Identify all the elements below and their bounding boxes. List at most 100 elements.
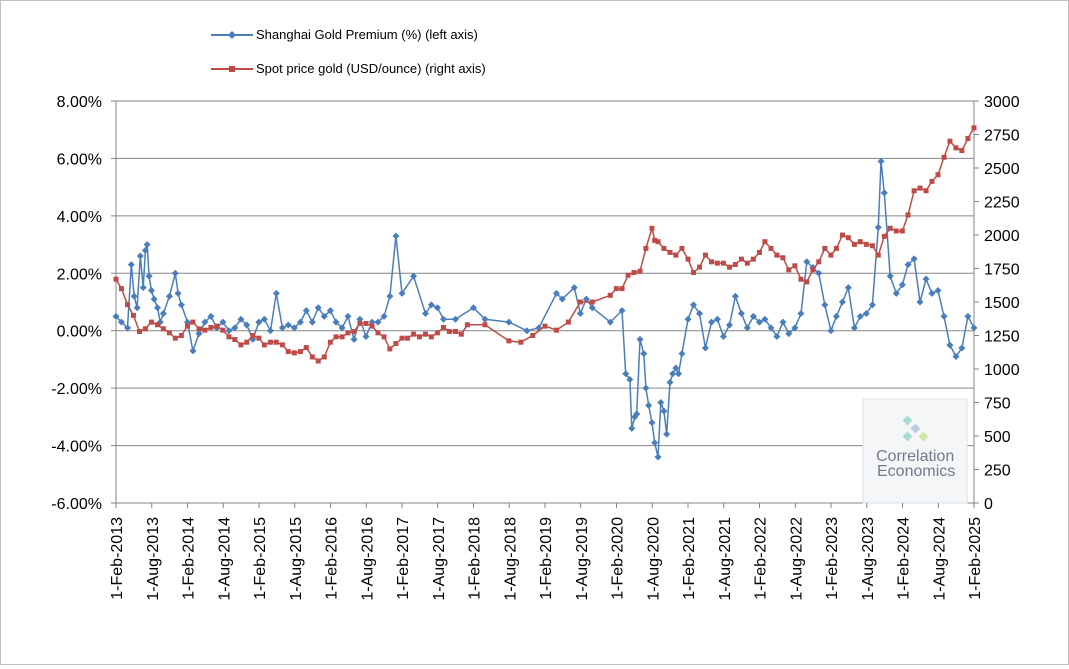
data-point (421, 309, 429, 317)
data-point (619, 286, 625, 292)
data-point (714, 260, 720, 266)
data-point (332, 318, 340, 326)
watermark-line2: Economics (877, 463, 955, 480)
data-point (434, 330, 440, 336)
data-point (166, 330, 172, 336)
data-point (404, 335, 410, 341)
data-point (952, 353, 960, 361)
data-point (880, 189, 888, 197)
data-point (731, 292, 739, 300)
x-tick-label: 1-Aug-2013 (145, 517, 162, 601)
data-point (147, 287, 155, 295)
legend: Shanghai Gold Premium (%) (left axis) Sp… (211, 27, 486, 76)
x-tick-label: 1-Aug-2022 (788, 517, 805, 601)
x-tick-label: 1-Aug-2014 (216, 517, 233, 601)
data-point (922, 275, 930, 283)
right-axis-ticks: 0 250 500 750 1000 1250 1500 1750 2000 2250 2500 27… (974, 94, 1020, 513)
data-point (869, 243, 875, 249)
data-point (553, 327, 559, 333)
right-tick-label: 3000 (984, 94, 1020, 111)
data-point (756, 249, 762, 255)
data-point (357, 320, 363, 326)
data-point (145, 272, 153, 280)
data-point (285, 349, 291, 355)
left-tick-label: -6.00% (51, 496, 102, 513)
data-point (648, 419, 656, 427)
data-point (523, 327, 531, 335)
x-tick-label: 1-Feb-2021 (681, 517, 698, 600)
data-point (238, 342, 244, 348)
data-point (190, 319, 196, 325)
data-point (625, 272, 631, 278)
data-point (518, 339, 524, 345)
data-point (636, 335, 644, 343)
data-point (196, 326, 202, 332)
data-point (652, 237, 658, 243)
data-point (232, 337, 238, 343)
data-point (643, 245, 649, 251)
data-point (172, 335, 178, 341)
data-point (929, 178, 935, 184)
data-point (267, 339, 273, 345)
data-point (452, 328, 458, 334)
data-point (565, 319, 571, 325)
data-point (917, 185, 923, 191)
data-point (863, 241, 869, 247)
data-point (633, 410, 641, 418)
data-point (433, 304, 441, 312)
watermark: Correlation Economics (862, 398, 968, 504)
data-point (321, 354, 327, 360)
x-tick-label: 1-Feb-2017 (395, 517, 412, 600)
data-point (127, 261, 135, 269)
data-point (327, 339, 333, 345)
data-point (850, 324, 858, 332)
data-point (679, 245, 685, 251)
data-point (374, 318, 382, 326)
data-point (446, 328, 452, 334)
data-point (744, 260, 750, 266)
data-point (898, 281, 906, 289)
data-point (761, 315, 769, 323)
data-point (816, 259, 822, 265)
x-tick-label: 1-Aug-2024 (931, 517, 948, 601)
data-point (768, 245, 774, 251)
data-point (726, 321, 734, 329)
data-point (530, 333, 536, 338)
data-point (928, 289, 936, 297)
data-point (720, 260, 726, 266)
data-point (666, 378, 674, 386)
data-point (657, 399, 665, 406)
right-tick-label: 2500 (984, 161, 1020, 178)
x-tick-label: 1-Feb-2013 (109, 517, 126, 600)
data-point (844, 284, 852, 292)
data-point (755, 318, 763, 326)
x-tick-label: 1-Aug-2017 (431, 517, 448, 601)
x-tick-label: 1-Aug-2020 (645, 517, 662, 601)
data-point (410, 272, 418, 280)
data-point (887, 225, 893, 231)
series (112, 125, 978, 461)
right-tick-label: 750 (984, 396, 1011, 413)
data-point (302, 307, 310, 315)
data-point (464, 322, 470, 328)
data-point (875, 252, 881, 258)
data-point (558, 295, 566, 303)
data-point (256, 335, 262, 341)
data-point (506, 338, 512, 344)
data-point (314, 304, 322, 312)
data-point (637, 268, 643, 274)
x-tick-label: 1-Feb-2018 (467, 517, 484, 600)
data-point (155, 322, 161, 328)
data-point (303, 345, 309, 351)
data-point (469, 304, 477, 312)
data-point (326, 307, 334, 315)
data-point (184, 323, 190, 329)
data-point (344, 312, 352, 320)
left-tick-label: 4.00% (57, 209, 102, 226)
data-point (606, 318, 614, 326)
data-point (964, 312, 972, 320)
data-point (588, 304, 596, 312)
data-point (684, 315, 692, 323)
data-point (685, 256, 691, 262)
data-point (701, 344, 709, 352)
